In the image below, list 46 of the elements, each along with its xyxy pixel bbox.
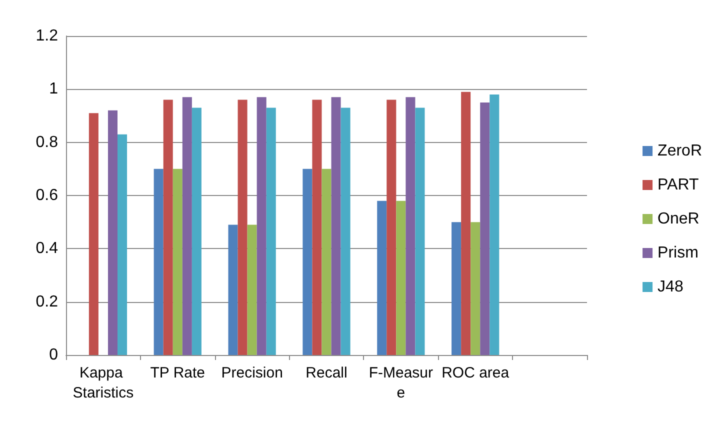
y-tick-label: 1	[49, 80, 58, 98]
x-tick-label: TP Rate	[150, 364, 206, 382]
bar	[118, 134, 128, 355]
bar	[108, 110, 118, 355]
bar	[172, 168, 182, 355]
x-tick-label: ROC area	[442, 364, 510, 382]
bar	[228, 224, 238, 355]
legend-label: PART	[658, 176, 699, 194]
bar	[312, 100, 322, 355]
bar	[154, 168, 164, 355]
bar	[88, 113, 98, 355]
bar	[238, 100, 248, 355]
bar	[461, 92, 471, 355]
y-tick-label: 0	[49, 346, 58, 364]
bar	[302, 168, 312, 355]
x-tick-label: F-Measure	[368, 364, 434, 402]
bar	[192, 108, 202, 355]
y-tick-label: 0.6	[36, 187, 58, 204]
bar	[266, 108, 276, 355]
bar	[480, 102, 490, 355]
bar	[386, 100, 396, 355]
bar	[256, 97, 266, 355]
legend-label: OneR	[658, 210, 700, 228]
y-tick-label: 0.2	[36, 293, 58, 310]
bar	[415, 108, 425, 355]
bar	[470, 222, 480, 355]
bar	[322, 168, 332, 355]
legend-label: Prism	[658, 244, 698, 262]
bar	[340, 108, 350, 355]
bar	[331, 97, 341, 355]
x-tick-label: Kappa Staristics	[72, 364, 134, 402]
x-tick-label: Precision	[221, 364, 283, 382]
y-tick-label: 1.2	[36, 28, 58, 44]
legend-label: ZeroR	[658, 142, 702, 160]
bar	[247, 224, 257, 355]
x-tick-label: Recall	[306, 364, 348, 382]
y-tick-label: 0.4	[36, 240, 58, 258]
bar	[396, 200, 406, 355]
y-tick-label: 0.8	[36, 134, 58, 151]
bar	[490, 94, 500, 355]
bar	[182, 97, 192, 355]
bar	[163, 100, 173, 355]
legend-label: J48	[658, 278, 684, 296]
bar	[377, 200, 387, 355]
bar	[452, 222, 462, 355]
bar	[406, 97, 416, 355]
